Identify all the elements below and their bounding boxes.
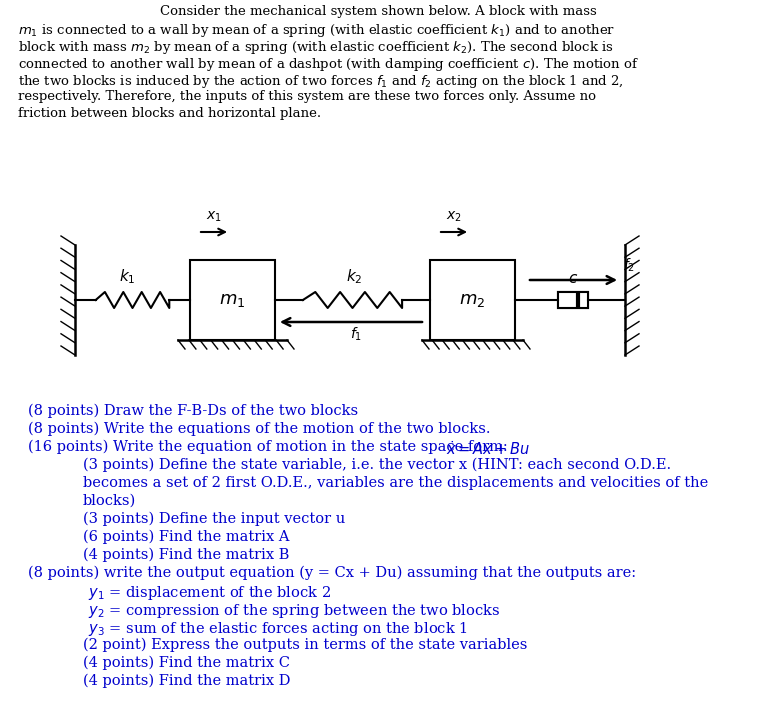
Text: $m_1$ is connected to a wall by mean of a spring (with elastic coefficient $k_1$: $m_1$ is connected to a wall by mean of … <box>18 22 615 39</box>
Text: $k_2$: $k_2$ <box>346 267 363 286</box>
Text: $y_3$ = sum of the elastic forces acting on the block 1: $y_3$ = sum of the elastic forces acting… <box>88 620 468 638</box>
Bar <box>558 292 588 308</box>
Text: $m_1$: $m_1$ <box>220 291 246 309</box>
Text: (4 points) Find the matrix B: (4 points) Find the matrix B <box>83 548 289 562</box>
Text: (8 points) Write the equations of the motion of the two blocks.: (8 points) Write the equations of the mo… <box>28 422 491 437</box>
Bar <box>190 260 275 340</box>
Text: (2 point) Express the outputs in terms of the state variables: (2 point) Express the outputs in terms o… <box>83 638 528 652</box>
Text: becomes a set of 2 first O.D.E., variables are the displacements and velocities : becomes a set of 2 first O.D.E., variabl… <box>83 476 709 490</box>
Text: $y_2$ = compression of the spring between the two blocks: $y_2$ = compression of the spring betwee… <box>88 602 500 620</box>
Text: block with mass $m_2$ by mean of a spring (with elastic coefficient $k_2$). The : block with mass $m_2$ by mean of a sprin… <box>18 39 614 56</box>
Text: $c$: $c$ <box>568 272 578 286</box>
Text: (8 points) Draw the F-B-Ds of the two blocks: (8 points) Draw the F-B-Ds of the two bl… <box>28 404 358 418</box>
Text: $f_1$: $f_1$ <box>350 326 362 343</box>
Text: respectively. Therefore, the inputs of this system are these two forces only. As: respectively. Therefore, the inputs of t… <box>18 90 596 103</box>
Text: blocks): blocks) <box>83 494 136 508</box>
Bar <box>430 260 515 340</box>
Text: the two blocks is induced by the action of two forces $f_1$ and $f_2$ acting on : the two blocks is induced by the action … <box>18 73 624 90</box>
Bar <box>558 292 588 308</box>
Text: connected to another wall by mean of a dashpot (with damping coefficient $c$). T: connected to another wall by mean of a d… <box>18 56 639 73</box>
Text: friction between blocks and horizontal plane.: friction between blocks and horizontal p… <box>18 107 321 120</box>
Text: $k_1$: $k_1$ <box>119 267 136 286</box>
Text: $y_1$ = displacement of the block 2: $y_1$ = displacement of the block 2 <box>88 584 331 602</box>
Text: (3 points) Define the state variable, i.e. the vector x (HINT: each second O.D.E: (3 points) Define the state variable, i.… <box>83 458 671 472</box>
Text: Consider the mechanical system shown below. A block with mass: Consider the mechanical system shown bel… <box>160 5 597 18</box>
Text: (8 points) write the output equation (y = Cx + Du) assuming that the outputs are: (8 points) write the output equation (y … <box>28 566 636 581</box>
Text: $m_2$: $m_2$ <box>459 291 486 309</box>
Text: (4 points) Find the matrix C: (4 points) Find the matrix C <box>83 656 290 670</box>
Text: $x_1$: $x_1$ <box>206 210 222 224</box>
Text: (4 points) Find the matrix D: (4 points) Find the matrix D <box>83 674 291 689</box>
Text: $x_2$: $x_2$ <box>446 210 462 224</box>
Text: (16 points) Write the equation of motion in the state space form:: (16 points) Write the equation of motion… <box>28 440 512 454</box>
Text: (6 points) Find the matrix A: (6 points) Find the matrix A <box>83 530 289 544</box>
Text: (3 points) Define the input vector u: (3 points) Define the input vector u <box>83 512 345 526</box>
Text: $f_2$: $f_2$ <box>623 257 635 274</box>
Text: $\dot{x} = Ax + Bu$: $\dot{x} = Ax + Bu$ <box>446 440 530 458</box>
